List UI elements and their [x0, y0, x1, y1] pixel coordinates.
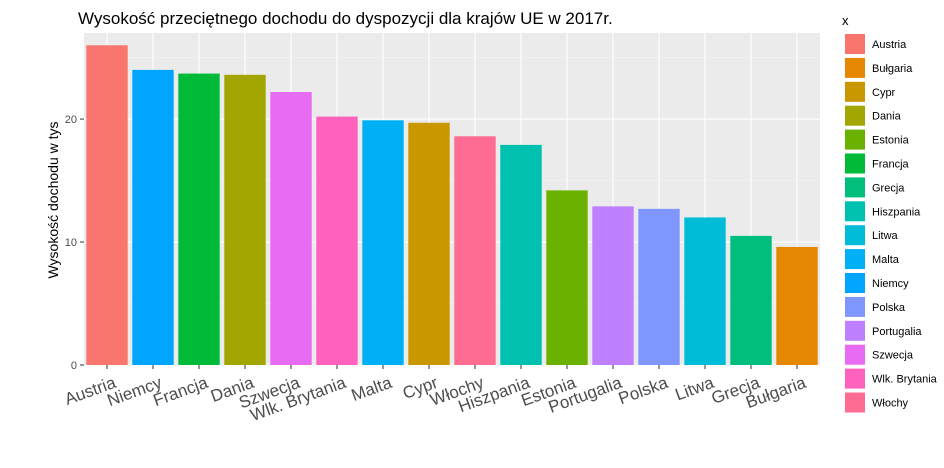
y-axis: 0 10 20 [65, 114, 84, 372]
legend-label: Malta [872, 254, 900, 266]
bars [86, 45, 818, 366]
legend-title: x [842, 13, 849, 28]
legend-swatch [845, 320, 865, 341]
y-tick-label: 20 [65, 114, 77, 126]
chart-title: Wysokość przeciętnego dochodu do dyspozy… [78, 9, 613, 28]
bar [454, 136, 496, 365]
bar [408, 122, 450, 365]
bar [730, 235, 772, 365]
bar [776, 246, 818, 365]
legend-swatch [845, 177, 865, 198]
x-tick-label: Malta [349, 373, 395, 405]
legend-label: Niemcy [872, 278, 909, 290]
bar [132, 69, 174, 365]
legend-swatch [845, 153, 865, 174]
legend-label: Hiszpania [872, 206, 921, 218]
legend-swatch [845, 249, 865, 270]
bar [362, 120, 404, 365]
y-tick-label: 10 [65, 237, 77, 249]
bar [224, 74, 266, 366]
legend-swatch [845, 105, 865, 126]
bar [684, 217, 726, 365]
legend-label: Dania [872, 111, 902, 123]
bar [546, 190, 588, 365]
bar [178, 73, 220, 366]
y-tick-label: 0 [71, 360, 77, 372]
legend-label: Francja [872, 159, 910, 171]
bar [638, 208, 680, 365]
y-axis-title: Wysokość dochodu w tys [45, 121, 61, 278]
bar [500, 144, 542, 365]
legend-swatch [845, 344, 865, 365]
legend-swatch [845, 392, 865, 413]
legend-swatch [845, 273, 865, 293]
legend-swatch [845, 225, 865, 246]
legend-label: Austria [872, 39, 907, 51]
legend-label: Estonia [872, 135, 910, 147]
legend-label: Grecja [872, 182, 905, 194]
x-tick-label: Polska [616, 373, 671, 408]
legend-swatch [845, 129, 865, 150]
legend-swatch [845, 201, 865, 222]
legend-label: Portugalia [872, 326, 922, 338]
bar [86, 45, 128, 365]
legend-swatch [845, 57, 865, 78]
legend-swatch [845, 34, 865, 54]
legend-swatch [845, 81, 865, 102]
legend: x Austria Bułgaria Cypr Dania Estonia Francja… [842, 13, 938, 413]
legend-label: Szwecja [872, 350, 914, 362]
legend-label: Bułgaria [872, 63, 913, 75]
legend-label: Litwa [872, 230, 899, 242]
legend-swatch [845, 296, 865, 317]
legend-label: Cypr [872, 87, 896, 99]
legend-label: Włochy [872, 398, 909, 410]
bar [270, 92, 312, 366]
bar [316, 116, 358, 366]
legend-label: Wlk. Brytania [872, 374, 938, 386]
bar [592, 206, 634, 365]
legend-label: Polska [872, 302, 906, 314]
legend-swatch [845, 368, 865, 389]
